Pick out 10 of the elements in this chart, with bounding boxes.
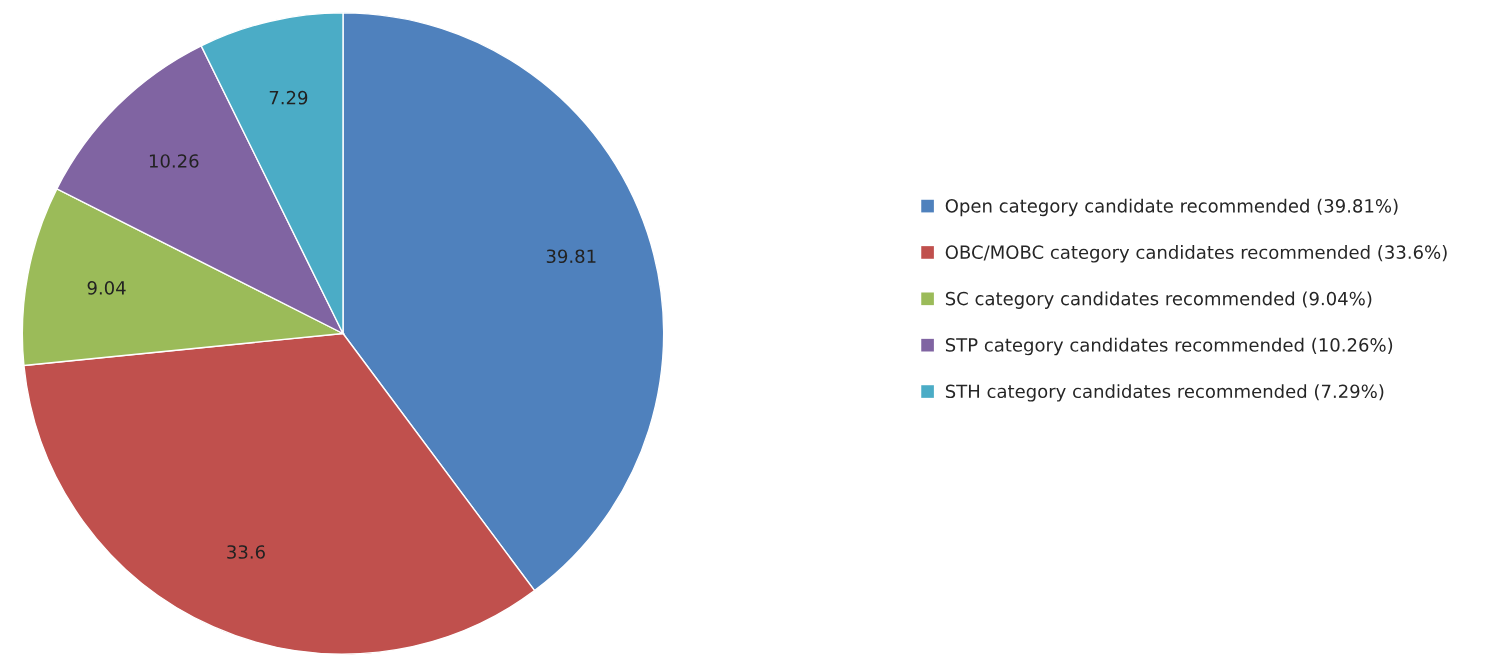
legend-label: STH category candidates recommended (7.29%): [945, 384, 1384, 402]
data-label: 7.29: [269, 90, 308, 105]
legend-label: STP category candidates recommended (10.26%): [945, 337, 1393, 356]
data-label: 33.6: [227, 545, 265, 559]
data-label: 39.81: [546, 249, 596, 264]
data-label: 10.26: [149, 154, 199, 168]
legend-label: OBC/MOBC category candidates recommended (33.6%): [945, 245, 1447, 263]
legend-label: SC category candidates recommended (9.04%): [945, 291, 1372, 309]
legend-label: Open category candidate recommended (39.81%): [945, 198, 1398, 217]
data-label: 9.04: [87, 281, 126, 295]
